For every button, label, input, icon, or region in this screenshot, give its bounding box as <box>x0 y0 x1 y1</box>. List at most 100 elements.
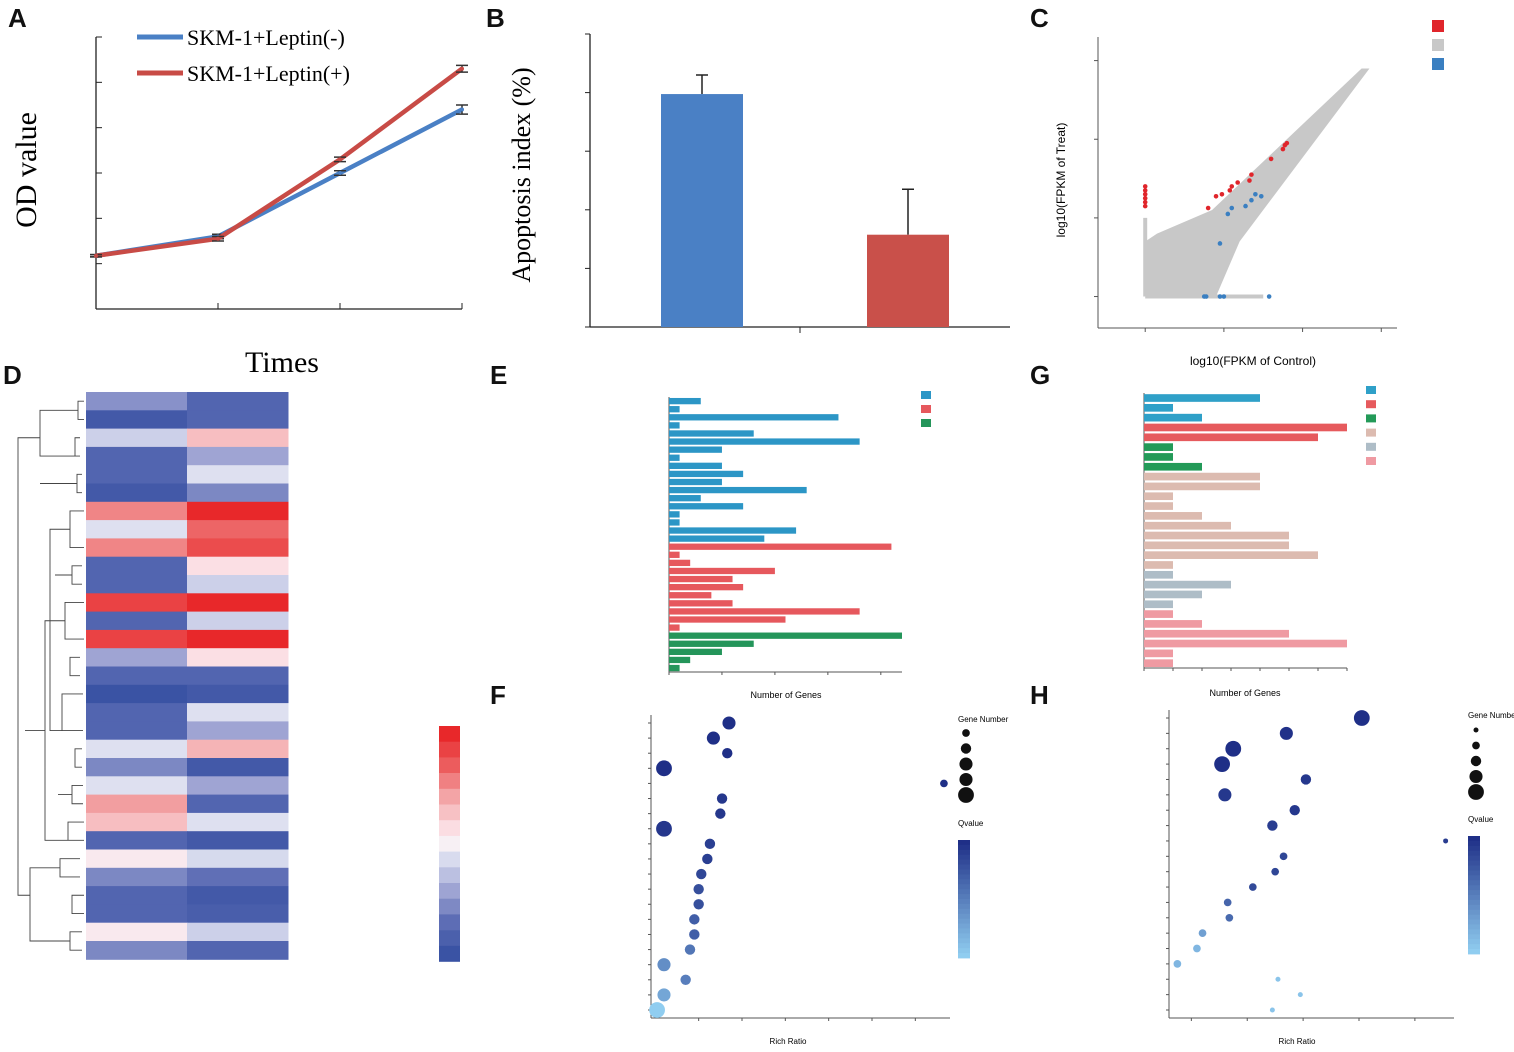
d-heatmap-cell <box>86 593 188 613</box>
g-bar <box>1144 462 1202 471</box>
e-bar <box>669 616 786 623</box>
d-legend-swatch <box>439 914 460 931</box>
f-bubble <box>940 779 948 788</box>
f-bubble <box>684 944 696 955</box>
e-bar <box>669 664 680 672</box>
d-heatmap-cell <box>187 867 289 887</box>
g-bar <box>1144 580 1231 589</box>
g-bar <box>1144 639 1347 648</box>
d-heatmap-cell <box>86 739 188 759</box>
g-bar <box>1144 453 1173 461</box>
d-heatmap-cell <box>86 886 188 905</box>
d-heatmap-cell <box>86 721 188 741</box>
d-legend-swatch <box>439 835 460 852</box>
g-legend-swatch <box>1366 414 1376 423</box>
d-legend-swatch <box>439 867 460 884</box>
a-y-axis-label: OD value <box>10 112 43 228</box>
f-size-legend-dot <box>959 757 973 771</box>
d-legend-swatch <box>439 726 460 742</box>
c-up-point <box>1142 203 1148 209</box>
h-color-legend-band <box>1468 865 1480 871</box>
c-up-point <box>1247 178 1252 183</box>
f-color-legend-band <box>958 933 970 939</box>
d-heatmap-cell <box>187 941 289 960</box>
g-bar <box>1144 521 1231 530</box>
f-bubble <box>706 731 720 745</box>
d-legend-swatch <box>439 945 460 962</box>
h-bubble <box>1267 820 1278 831</box>
c-up-point <box>1280 146 1286 152</box>
h-size-legend-dot <box>1470 755 1482 767</box>
d-heatmap-cell <box>187 520 289 539</box>
c-down-point <box>1217 241 1223 246</box>
g-bar <box>1144 610 1173 618</box>
d-legend-swatch <box>439 851 460 868</box>
g-bar <box>1144 492 1173 501</box>
h-color-legend-band <box>1468 949 1480 955</box>
c-up-point <box>1219 191 1225 197</box>
f-size-legend-dot <box>958 787 974 803</box>
c-down-point <box>1266 294 1272 299</box>
g-bar <box>1144 551 1318 559</box>
e-bar <box>669 397 701 405</box>
c-up-point <box>1235 180 1240 185</box>
d-heatmap-cell <box>86 556 188 576</box>
d-dendrogram <box>17 400 84 951</box>
e-bar <box>669 648 722 656</box>
h-bubble <box>1223 898 1232 907</box>
f-color-legend-band <box>958 903 970 910</box>
h-color-legend-band <box>1468 860 1480 866</box>
e-bar <box>669 438 860 445</box>
f-color-legend-band <box>958 874 970 880</box>
e-legend-swatch <box>921 405 931 413</box>
h-bubble <box>1225 913 1234 922</box>
h-color-legend-band <box>1468 909 1480 916</box>
d-legend-swatch <box>439 788 460 805</box>
c-down-point <box>1258 193 1264 199</box>
h-bubble <box>1279 726 1293 740</box>
h-bubble <box>1193 944 1201 953</box>
h-color-legend-band <box>1468 880 1480 886</box>
f-x-axis-label: Rich Ratio <box>770 1037 807 1046</box>
f-bubble <box>702 853 713 865</box>
d-heatmap-cell <box>187 922 289 942</box>
e-bar <box>669 600 733 607</box>
c-up-point <box>1268 156 1274 162</box>
d-heatmap-cell <box>86 501 188 521</box>
d-heatmap-cell <box>187 575 289 594</box>
f-color-legend-band <box>958 869 970 875</box>
f-color-legend-band <box>958 928 970 934</box>
h-color-legend-band <box>1468 836 1480 842</box>
h-bubble <box>1275 976 1281 982</box>
h-color-legend-band <box>1468 904 1480 911</box>
d-heatmap-cell <box>187 703 289 722</box>
h-bubble <box>1289 805 1300 816</box>
d-heatmap-cell <box>86 941 188 960</box>
e-bar <box>669 462 722 469</box>
c-up-point <box>1142 199 1148 205</box>
c-legend-swatch <box>1432 20 1444 32</box>
panel-e-go-bar-chart: Number of Genes <box>668 391 931 700</box>
f-color-legend-band <box>958 889 970 895</box>
h-bubble <box>1269 1007 1275 1013</box>
d-heatmap-cell <box>187 392 289 411</box>
d-heatmap-cell <box>187 721 289 741</box>
d-heatmap-cell <box>86 483 188 503</box>
g-bar <box>1144 404 1173 412</box>
g-legend-swatch <box>1366 386 1376 394</box>
c-legend-swatch <box>1432 39 1444 51</box>
f-color-legend-title: Qvalue <box>958 819 984 828</box>
h-color-legend-band <box>1468 875 1480 881</box>
f-bubble <box>693 883 704 895</box>
panel-letter-g: G <box>1030 360 1050 390</box>
d-heatmap-cell <box>187 831 289 850</box>
g-bar <box>1144 443 1173 451</box>
h-color-legend-band <box>1468 870 1480 876</box>
h-color-legend-band <box>1468 934 1480 940</box>
h-bubble <box>1297 992 1303 998</box>
panel-g-kegg-bar-chart: Number of Genes <box>1143 386 1376 698</box>
d-heatmap-cell <box>86 849 188 869</box>
h-color-legend-band <box>1468 914 1480 920</box>
f-size-legend-dot <box>959 772 973 787</box>
d-heatmap-cell <box>86 867 188 887</box>
